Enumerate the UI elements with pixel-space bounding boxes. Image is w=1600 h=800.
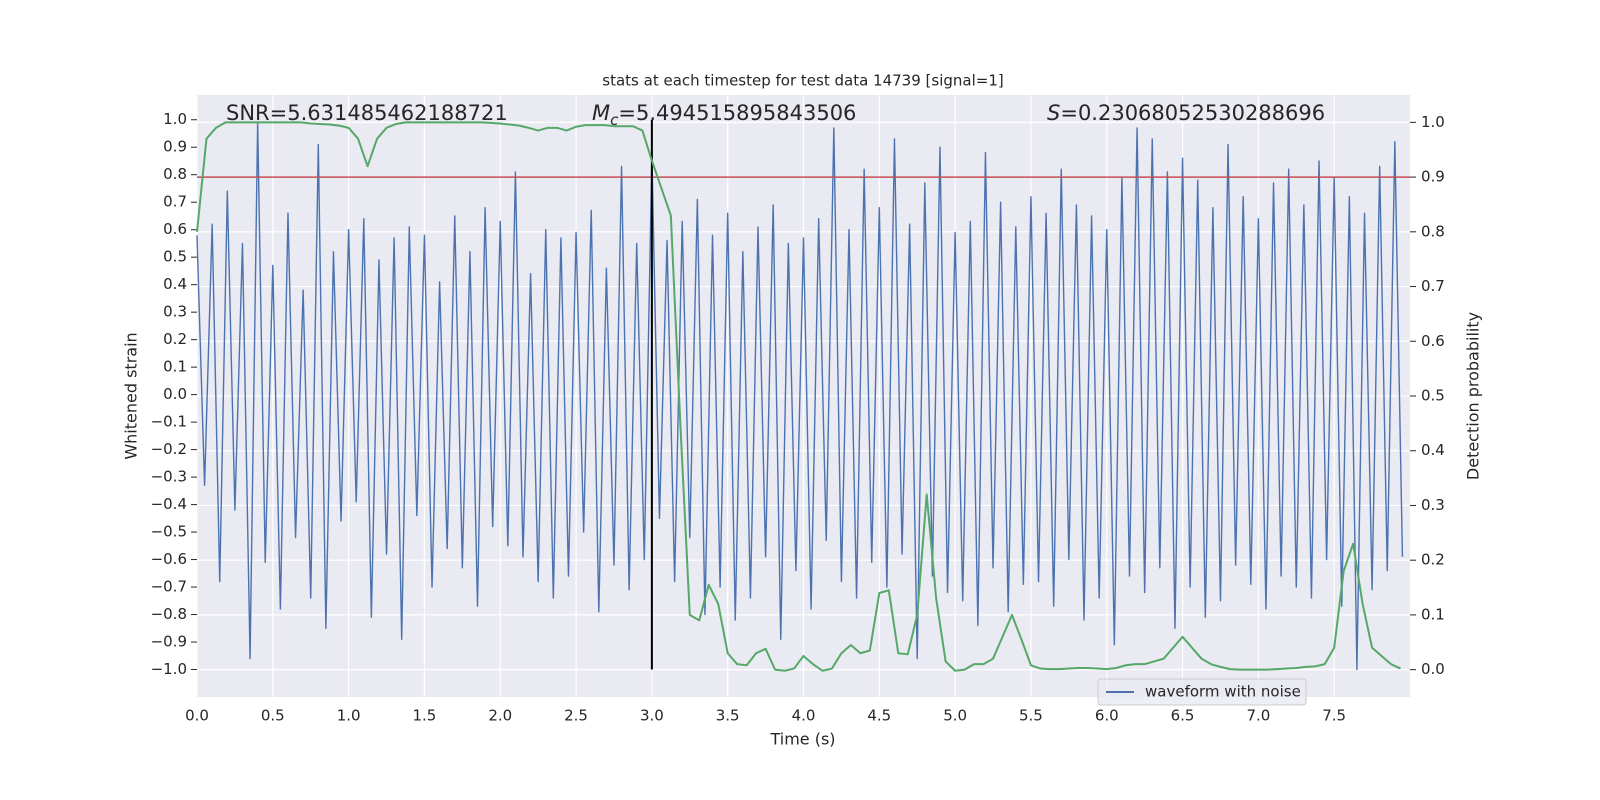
y2-axis-label: Detection probability [1464,312,1483,480]
y2-tick-label: 0.3 [1421,496,1445,514]
y-tick-label: 0.4 [163,275,187,293]
series-line [196,121,1404,671]
annotation-part: =0.23068052530288696 [1060,101,1325,125]
x-axis-label: Time (s) [769,730,835,749]
y2-tick-label: 0.7 [1421,277,1445,295]
y2-tick-label: 0.6 [1421,332,1445,350]
x-tick-label: 2.5 [564,707,588,725]
y-tick-label: 0.9 [163,138,187,156]
series-line [196,121,1401,672]
legend-box [1097,678,1307,706]
y-tick-label: −0.9 [151,633,187,651]
y-tick-label: 0.2 [163,330,187,348]
y-tick-label: 1.0 [163,110,187,128]
annotation: S=0.23068052530288696 [1047,101,1325,125]
y2-tick-label: 1.0 [1421,113,1445,131]
y-tick-label: −0.6 [151,550,187,568]
y2-tick-label: 0.2 [1421,551,1445,569]
x-tick-label: 5.5 [1019,707,1043,725]
annotation: Mc=5.494515895843506 [592,101,856,129]
y-tick-label: 0.5 [163,248,187,266]
y2-tick-label: 0.1 [1421,605,1445,623]
annotation: SNR=5.631485462188721 [226,101,508,125]
x-tick-label: 7.5 [1322,707,1346,725]
x-tick-label: 5.0 [943,707,967,725]
x-tick-label: 1.0 [337,707,361,725]
y-tick-label: 0.6 [163,220,187,238]
y2-tick-label: 0.9 [1421,168,1445,186]
y-tick-label: −0.8 [151,605,187,623]
x-tick-label: 0.5 [261,707,285,725]
y-tick-label: −0.5 [151,523,187,541]
x-tick-label: 4.0 [792,707,816,725]
y2-tick-label: 0.8 [1421,222,1445,240]
annotation-part: =5.494515895843506 [618,101,856,125]
legend-label: waveform with noise [1145,683,1301,701]
y2-tick-label: 0.5 [1421,387,1445,405]
y-tick-label: 0.7 [163,193,187,211]
x-tick-label: 0.0 [185,707,209,725]
y2-tick-label: 0.0 [1421,660,1445,678]
y2-tick-label: 0.4 [1421,441,1445,459]
x-tick-label: 2.0 [488,707,512,725]
annotation-part: S [1047,101,1060,125]
y-tick-label: −0.4 [151,495,187,513]
y-tick-label: 0.3 [163,303,187,321]
y-tick-label: 0.0 [163,385,187,403]
y-tick-label: 0.8 [163,165,187,183]
x-tick-label: 6.0 [1095,707,1119,725]
annotation-part: M [592,101,610,125]
y-tick-label: −0.7 [151,578,187,596]
annotation-part: SNR=5.631485462188721 [226,101,508,125]
x-tick-label: 4.5 [867,707,891,725]
y-tick-label: −0.2 [151,440,187,458]
x-tick-label: 3.5 [716,707,740,725]
y-axis-label: Whitened strain [122,332,141,459]
x-tick-label: 7.0 [1246,707,1270,725]
x-tick-label: 1.5 [413,707,437,725]
y-tick-label: 0.1 [163,358,187,376]
x-tick-label: 3.0 [640,707,664,725]
y-tick-label: −0.3 [151,468,187,486]
chart-title: stats at each timestep for test data 147… [602,72,1003,90]
x-tick-label: 6.5 [1171,707,1195,725]
y-tick-label: −0.1 [151,413,187,431]
annotation-part: c [610,111,619,129]
y-tick-label: −1.0 [151,660,187,678]
